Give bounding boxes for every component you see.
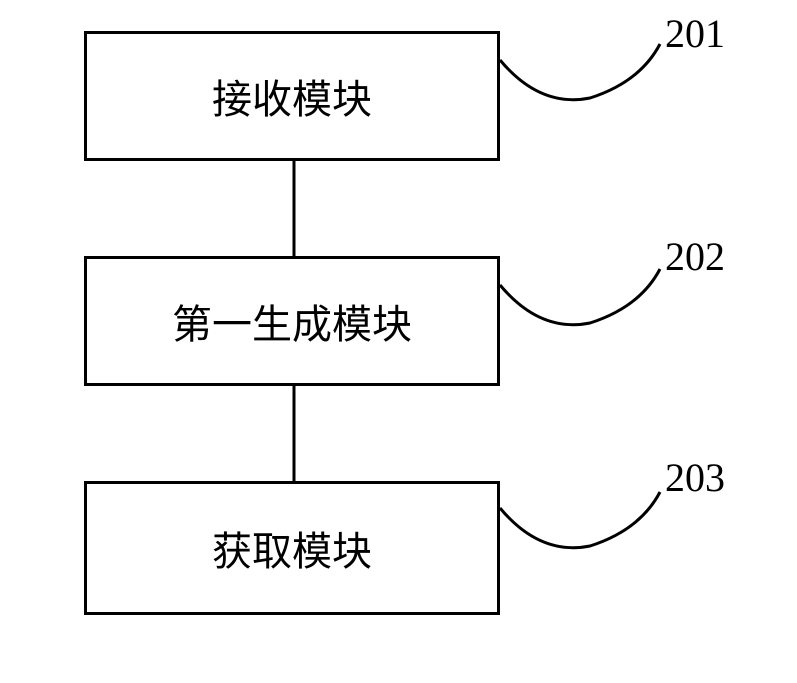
node-label: 接收模块 xyxy=(212,67,372,125)
node-label: 第一生成模块 xyxy=(172,292,412,350)
node-acquire-module: 获取模块 xyxy=(84,481,500,615)
ref-label-text: 201 xyxy=(665,11,725,56)
diagram-canvas: 接收模块 第一生成模块 获取模块 201 202 203 xyxy=(0,0,797,683)
ref-label-201: 201 xyxy=(665,10,725,57)
ref-label-203: 203 xyxy=(665,454,725,501)
node-first-generate-module: 第一生成模块 xyxy=(84,256,500,386)
leader-202 xyxy=(500,269,660,325)
ref-label-202: 202 xyxy=(665,233,725,280)
leader-201 xyxy=(500,44,660,100)
leader-203 xyxy=(500,492,660,548)
ref-label-text: 202 xyxy=(665,234,725,279)
ref-label-text: 203 xyxy=(665,455,725,500)
node-label: 获取模块 xyxy=(212,519,372,577)
node-receive-module: 接收模块 xyxy=(84,31,500,161)
